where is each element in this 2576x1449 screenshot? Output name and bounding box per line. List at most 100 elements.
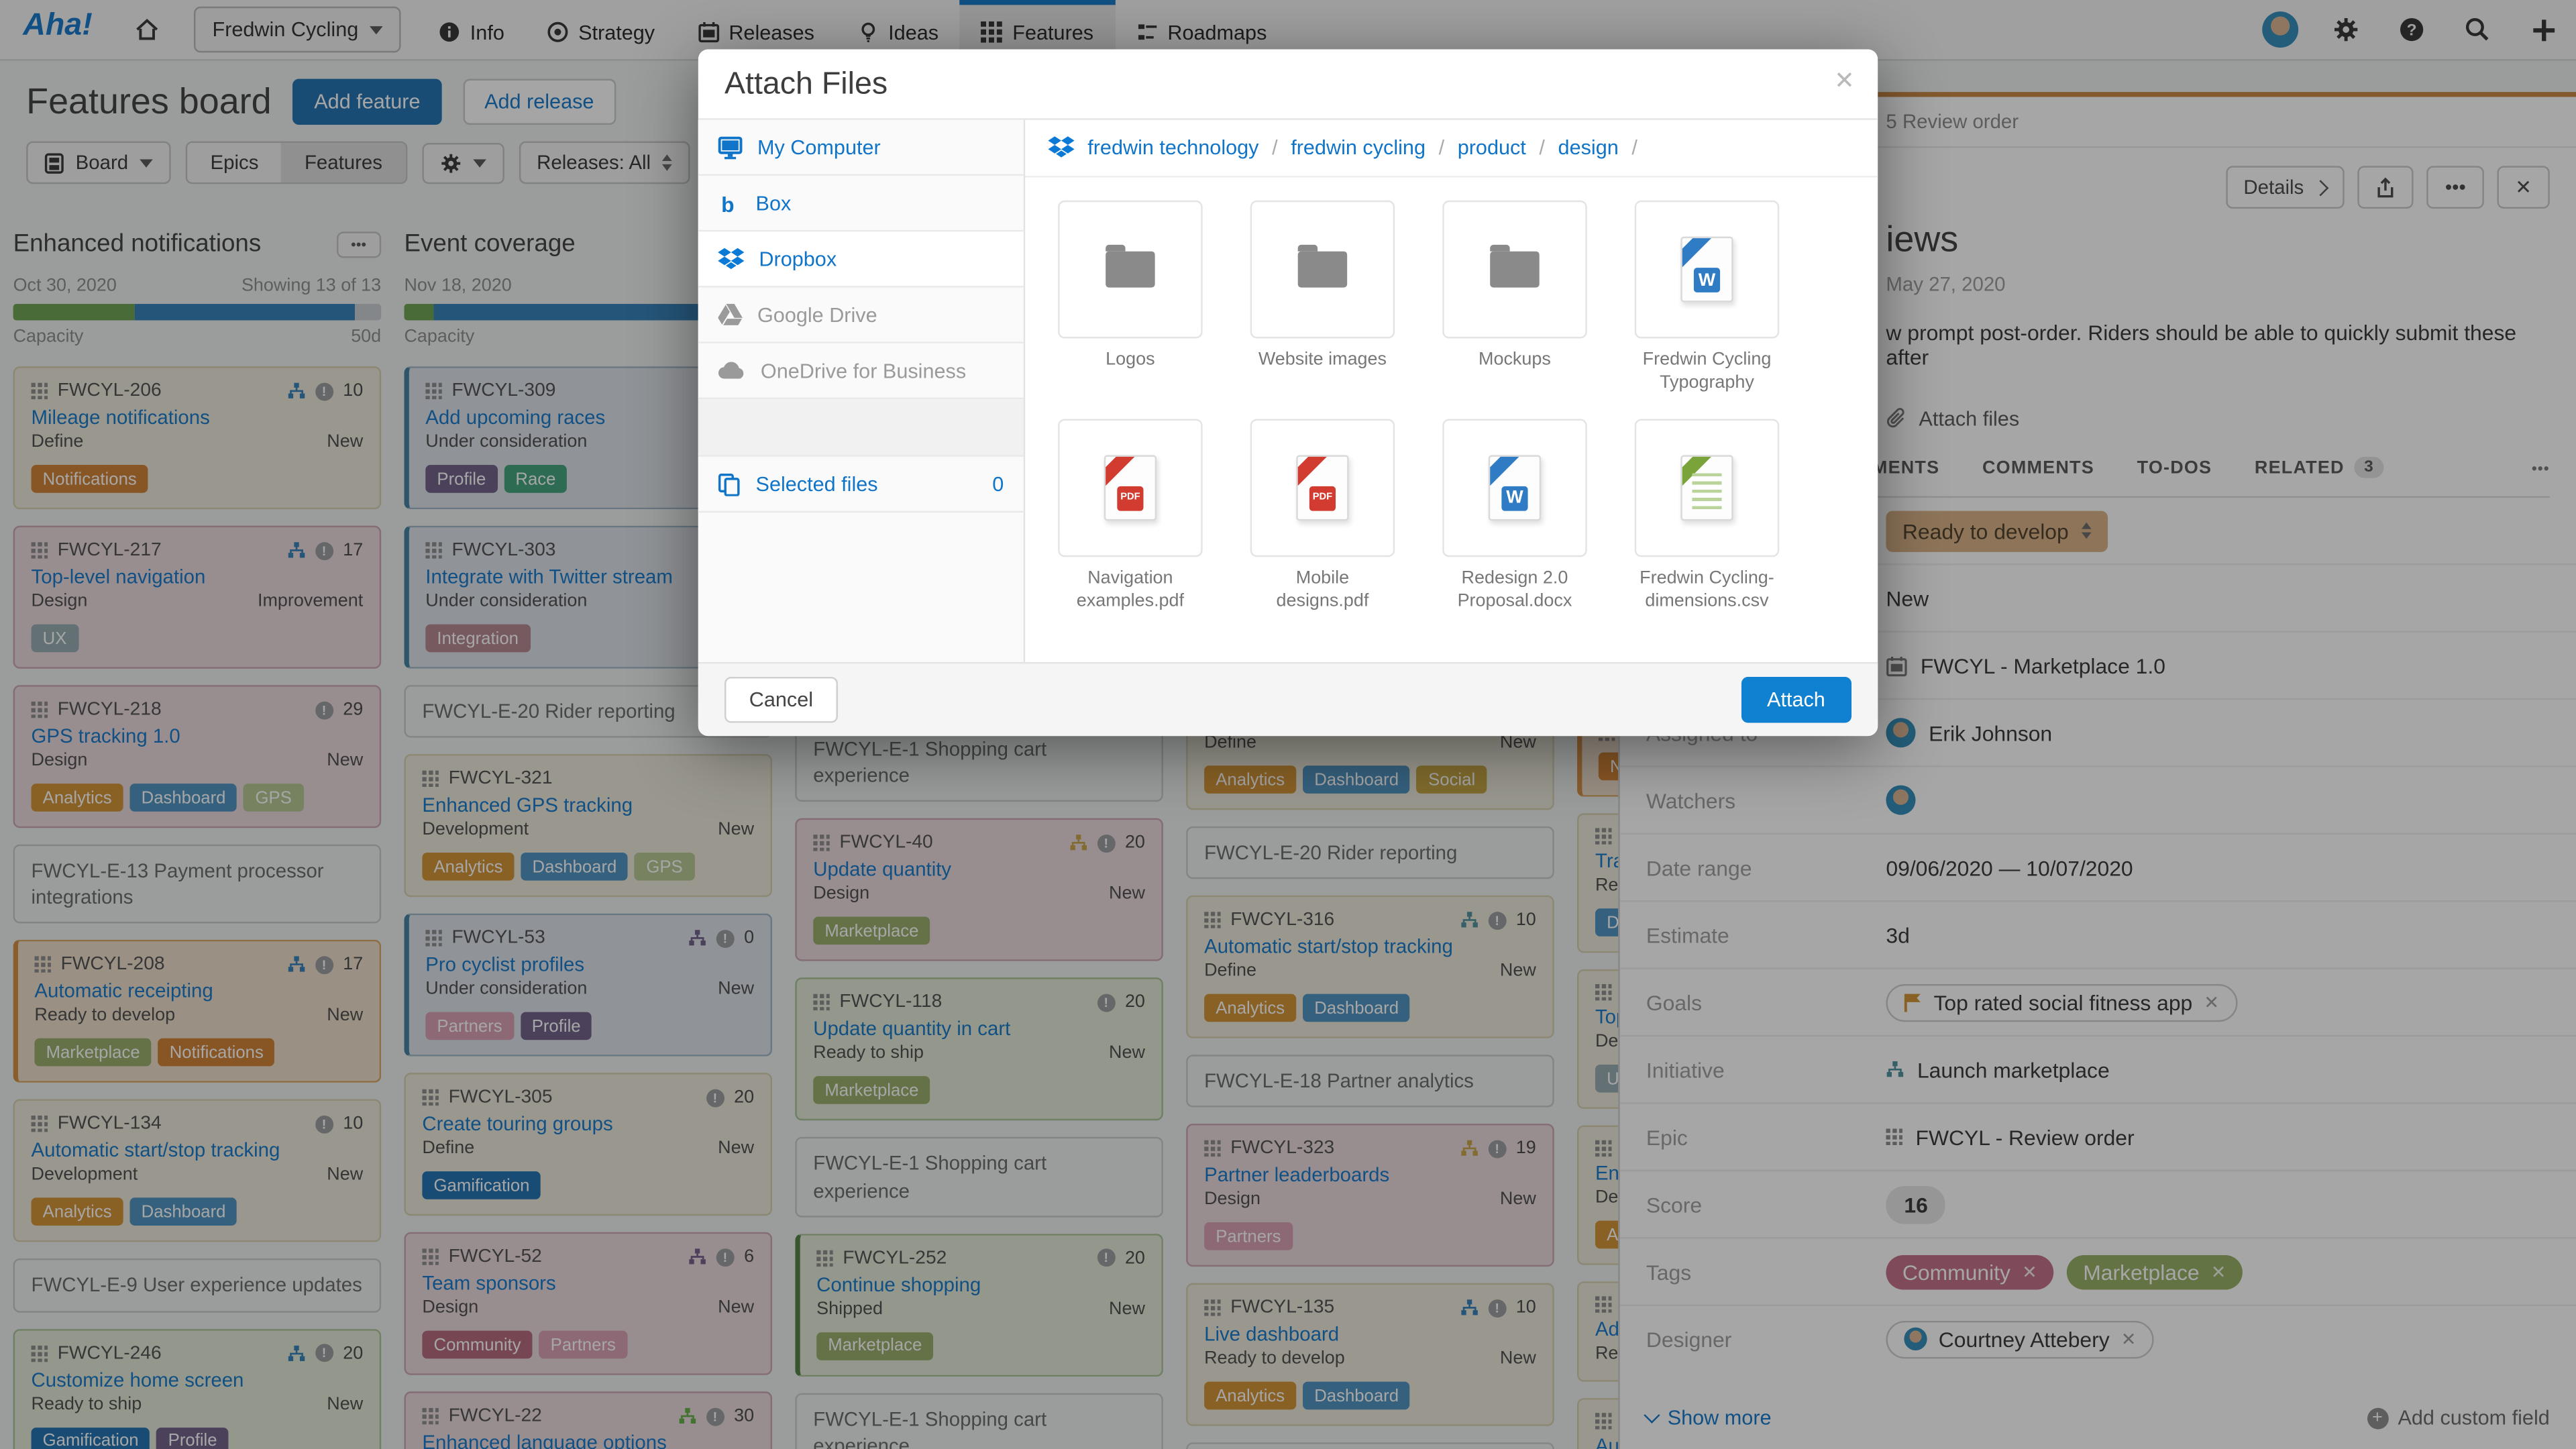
feature-title-link[interactable]: Customize home screen (31, 1367, 244, 1391)
view-selector[interactable]: Board (26, 141, 171, 184)
feature-title-link[interactable]: Automatic start/stop tracking (1204, 934, 1453, 959)
feature-title-link[interactable]: Mileage notifications (31, 405, 210, 429)
goal-pill[interactable]: Top rated social fitness app ✕ (1886, 983, 2237, 1022)
file-entry[interactable]: W Fredwin Cycling Typography (1634, 200, 1780, 395)
file-thumbnail[interactable]: W (1634, 200, 1780, 339)
feature-card[interactable]: FWCYL-321 Enhanced GPS tracking Developmen… (404, 754, 773, 898)
file-thumbnail[interactable] (1634, 418, 1780, 557)
breadcrumb-link[interactable]: design (1558, 136, 1619, 160)
file-thumbnail[interactable]: PDF (1058, 418, 1203, 557)
feature-card[interactable]: FWCYL-40! 20 Update quantity Design New Marke… (795, 818, 1163, 962)
nav-item-info[interactable]: Info (417, 0, 525, 59)
nav-item-roadmaps[interactable]: Roadmaps (1115, 0, 1288, 59)
settings-button[interactable] (2313, 0, 2379, 59)
feature-title-link[interactable]: Enhanced GPS tracking (422, 794, 633, 817)
selected-files[interactable]: Selected files 0 (698, 456, 1024, 513)
feature-title-link[interactable]: Enhanced language options (422, 1431, 667, 1449)
epic-header-card[interactable]: FWCYL-E-20 Rider reporting (1186, 826, 1554, 879)
file-entry[interactable]: Website images (1250, 200, 1395, 395)
feature-title-link[interactable]: Update quantity (813, 858, 952, 881)
file-thumbnail[interactable] (1442, 200, 1587, 339)
feature-title-link[interactable]: Team sponsors (422, 1271, 556, 1295)
feature-title-link[interactable]: Add upcoming races (425, 405, 606, 429)
epic-header-card[interactable]: FWCYL-E-1 Shopping cart experience (795, 1393, 1163, 1449)
add-feature-button[interactable]: Add feature (292, 78, 442, 125)
details-button[interactable]: Details (2225, 166, 2345, 209)
source-dropbox[interactable]: Dropbox (698, 231, 1024, 288)
add-custom-field-link[interactable]: + Add custom field (2366, 1406, 2550, 1430)
feature-card[interactable]: FWCYL-252! 20 Continue shopping Shipped New M… (795, 1233, 1163, 1377)
aha-logo[interactable]: Aha! (23, 8, 93, 43)
feature-title-link[interactable]: Integrate with Twitter stream (425, 565, 673, 588)
feature-title-link[interactable]: Ad (1595, 1318, 1619, 1341)
epic-header-card[interactable]: FWCYL-E-1 Shopping cart experience (795, 1137, 1163, 1218)
releases-filter[interactable]: Releases: All (519, 141, 690, 184)
source-my-computer[interactable]: My Computer (698, 119, 1024, 176)
attach-files-link[interactable]: Attach files (1620, 407, 2576, 431)
epic-header-card[interactable]: FWCYL-E-1 Shopping cart experience (795, 722, 1163, 803)
file-thumbnail[interactable] (1250, 200, 1395, 339)
nav-item-features[interactable]: Features (959, 0, 1115, 60)
file-thumbnail[interactable]: W (1442, 418, 1587, 557)
nav-item-strategy[interactable]: Strategy (526, 0, 676, 59)
tab-related[interactable]: RELATED 3 (2255, 456, 2384, 478)
home-button[interactable] (115, 0, 178, 59)
feature-title-link[interactable]: GPS tracking 1.0 (31, 724, 180, 748)
user-menu[interactable] (2247, 0, 2313, 59)
cancel-button[interactable]: Cancel (724, 676, 838, 723)
feature-title-link[interactable]: En (1595, 1161, 1619, 1185)
source-box[interactable]: b Box (698, 176, 1024, 232)
add-button[interactable] (2510, 0, 2576, 59)
feature-card[interactable]: FWCYL-134! 10 Automatic start/stop trackin… (13, 1099, 382, 1243)
tag-pill[interactable]: Marketplace ✕ (2066, 1254, 2243, 1289)
source-onedrive-for-business[interactable]: OneDrive for Business (698, 343, 1024, 400)
tabs-more-button[interactable]: ••• (2531, 459, 2550, 476)
feature-card[interactable]: FWCYL-316! 10 Automatic start/stop trackin… (1186, 896, 1554, 1039)
share-button[interactable] (2358, 166, 2414, 209)
feature-card[interactable]: FWCYL-217! 17 Top-level navigation Design Im… (13, 525, 382, 669)
product-selector[interactable]: Fredwin Cycling (194, 6, 401, 53)
column-menu-button[interactable]: ••• (335, 231, 382, 258)
remove-icon[interactable]: ✕ (2210, 1263, 2226, 1283)
feature-title-link[interactable]: Create touring groups (422, 1112, 613, 1136)
file-entry[interactable]: W Redesign 2.0 Proposal.docx (1442, 418, 1587, 612)
file-thumbnail[interactable] (1058, 200, 1203, 339)
board-settings-button[interactable] (421, 142, 504, 184)
breadcrumb-link[interactable]: product (1457, 136, 1526, 160)
remove-icon[interactable]: ✕ (2204, 993, 2219, 1013)
toggle-epics[interactable]: Epics (187, 143, 282, 182)
feature-card[interactable]: FWCYL-305! 20 Create touring groups Define N… (404, 1073, 773, 1216)
feature-title-link[interactable]: Automatic receipting (34, 979, 213, 1003)
file-thumbnail[interactable]: PDF (1250, 418, 1395, 557)
source-google-drive[interactable]: Google Drive (698, 287, 1024, 343)
remove-icon[interactable]: ✕ (2022, 1263, 2037, 1283)
file-entry[interactable]: Mockups (1442, 200, 1587, 395)
drawer-breadcrumb[interactable]: 5 Review order (1619, 97, 2576, 148)
add-release-button[interactable]: Add release (463, 78, 616, 125)
feature-card[interactable]: FWCYL-118! 20 Update quantity in cart Ready… (795, 978, 1163, 1122)
feature-title-link[interactable]: Top-level navigation (31, 565, 206, 588)
feature-title-link[interactable]: Au (1595, 1434, 1619, 1449)
file-entry[interactable]: PDF Navigation examples.pdf (1058, 418, 1203, 612)
feature-card[interactable]: FWCYL-246! 20 Customize home screen Ready t… (13, 1328, 382, 1449)
epic-header-card[interactable]: FWCYL-E-9 User experience updates (13, 1258, 382, 1312)
toggle-features[interactable]: Features (281, 143, 406, 182)
epic-header-card[interactable]: FWCYL-E-13 Payment processor integration… (13, 844, 382, 924)
feature-card[interactable]: FWCYL-52! 6 Team sponsors Design New Communit… (404, 1232, 773, 1376)
tab-to-dos[interactable]: TO-DOS (2137, 458, 2212, 477)
feature-title-link[interactable]: Automatic start/stop tracking (31, 1139, 280, 1163)
feature-title-link[interactable]: Pro cyclist profiles (425, 953, 585, 977)
breadcrumb-link[interactable]: fredwin cycling (1291, 136, 1426, 160)
feature-card[interactable]: FWCYL-323! 19 Partner leaderboards Design Ne… (1186, 1124, 1554, 1268)
search-button[interactable] (2445, 0, 2510, 59)
feature-card[interactable]: FWCYL-53! 0 Pro cyclist profiles Under cons… (404, 914, 773, 1057)
feature-card[interactable]: FWCYL-208! 17 Automatic receipting Ready to… (13, 940, 382, 1083)
designer-pill[interactable]: Courtney Attebery ✕ (1886, 1320, 2155, 1358)
file-entry[interactable]: Fredwin Cycling-dimensions.csv (1634, 418, 1780, 612)
show-more-link[interactable]: Show more (1644, 1406, 1772, 1430)
close-drawer-button[interactable]: ✕ (2497, 166, 2550, 209)
more-button[interactable]: ••• (2426, 166, 2484, 209)
status-pill[interactable]: Ready to develop (1886, 510, 2108, 551)
file-entry[interactable]: PDF Mobile designs.pdf (1250, 418, 1395, 612)
